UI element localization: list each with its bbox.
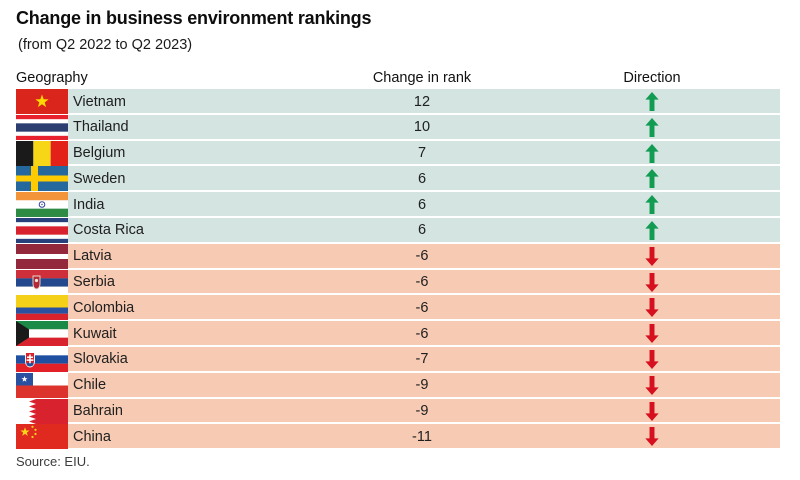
rankings-table: Vietnam 12 Thailand 10 Belgium 7 Sweden … <box>16 89 780 450</box>
down-arrow-icon <box>560 347 744 372</box>
column-header-geography: Geography <box>16 70 88 86</box>
table-row: Slovakia -7 <box>16 346 780 372</box>
country-label: Vietnam <box>73 93 126 110</box>
rank-change-value: 12 <box>413 93 431 110</box>
down-arrow-icon <box>560 295 744 320</box>
rank-change-value: 6 <box>417 170 427 187</box>
rank-change-value: -6 <box>415 248 429 265</box>
country-label: Sweden <box>73 170 126 187</box>
rank-change-value: -6 <box>415 299 429 316</box>
down-arrow-icon <box>560 270 744 295</box>
rank-change-value: -6 <box>415 274 429 291</box>
table-row: China -11 <box>16 424 780 450</box>
page-subtitle: (from Q2 2022 to Q2 2023) <box>18 37 193 53</box>
rank-change-value: 10 <box>413 119 431 136</box>
chile-flag-icon <box>16 372 68 398</box>
kuwait-flag-icon <box>16 321 68 347</box>
bahrain-flag-icon <box>16 398 68 424</box>
thailand-flag-icon <box>16 114 68 140</box>
india-flag-icon <box>16 192 68 218</box>
costa-rica-flag-icon <box>16 217 68 243</box>
rank-change-value: 7 <box>417 145 427 162</box>
table-row: Vietnam 12 <box>16 89 780 114</box>
country-label: Colombia <box>73 299 135 316</box>
down-arrow-icon <box>560 373 744 398</box>
table-header: Geography Change in rank Direction <box>16 64 780 86</box>
down-arrow-icon <box>560 321 744 346</box>
country-label: Chile <box>73 377 107 394</box>
up-arrow-icon <box>560 218 744 243</box>
table-row: Colombia -6 <box>16 295 780 321</box>
country-label: Slovakia <box>73 351 128 368</box>
table-row: Serbia -6 <box>16 269 780 295</box>
belgium-flag-icon <box>16 140 68 166</box>
country-label: China <box>73 428 111 445</box>
table-row: Chile -9 <box>16 372 780 398</box>
down-arrow-icon <box>560 244 744 269</box>
rank-change-value: -6 <box>415 325 429 342</box>
rank-change-value: 6 <box>417 196 427 213</box>
rank-change-value: -9 <box>415 377 429 394</box>
country-label: India <box>73 196 105 213</box>
latvia-flag-icon <box>16 243 68 269</box>
table-row: Bahrain -9 <box>16 398 780 424</box>
country-label: Costa Rica <box>73 222 144 239</box>
country-label: Serbia <box>73 274 115 291</box>
country-label: Belgium <box>73 145 126 162</box>
rank-change-value: -7 <box>415 351 429 368</box>
rank-change-value: -11 <box>412 428 432 445</box>
up-arrow-icon <box>560 192 744 217</box>
slovakia-flag-icon <box>16 346 68 372</box>
page-title: Change in business environment rankings <box>16 8 372 28</box>
country-label: Kuwait <box>73 325 117 342</box>
country-label: Bahrain <box>73 403 123 420</box>
rank-change-value: 6 <box>417 222 427 239</box>
rank-change-value: -9 <box>415 403 429 420</box>
up-arrow-icon <box>560 115 744 140</box>
up-arrow-icon <box>560 89 744 114</box>
table-row: Belgium 7 <box>16 140 780 166</box>
down-arrow-icon <box>560 424 744 449</box>
country-label: Thailand <box>73 119 129 136</box>
source-note: Source: EIU. <box>16 454 90 469</box>
table-row: Sweden 6 <box>16 166 780 192</box>
up-arrow-icon <box>560 166 744 191</box>
china-flag-icon <box>16 424 68 450</box>
colombia-flag-icon <box>16 295 68 321</box>
table-row: Latvia -6 <box>16 243 780 269</box>
country-label: Latvia <box>73 248 112 265</box>
down-arrow-icon <box>560 399 744 424</box>
table-row: Costa Rica 6 <box>16 217 780 243</box>
serbia-flag-icon <box>16 269 68 295</box>
vietnam-flag-icon <box>16 89 68 114</box>
column-header-change-in-rank: Change in rank <box>372 70 472 86</box>
table-row: Thailand 10 <box>16 114 780 140</box>
table-row: India 6 <box>16 192 780 218</box>
up-arrow-icon <box>560 141 744 166</box>
sweden-flag-icon <box>16 166 68 192</box>
table-row: Kuwait -6 <box>16 321 780 347</box>
column-header-direction: Direction <box>623 70 681 86</box>
